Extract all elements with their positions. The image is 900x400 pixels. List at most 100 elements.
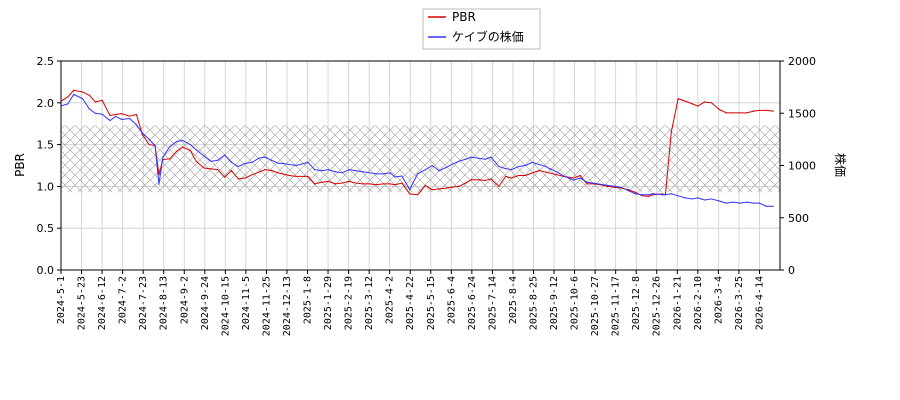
data-point-stock-price xyxy=(327,169,330,171)
data-point-stock-price xyxy=(416,173,419,175)
y-left-tick-label: 0.0 xyxy=(37,264,55,277)
y-left-axis-title: PBR xyxy=(13,153,27,177)
data-point-pbr xyxy=(355,182,357,184)
data-point-pbr xyxy=(230,169,233,172)
data-point-pbr xyxy=(538,169,540,172)
legend-label-pbr: PBR xyxy=(452,10,476,24)
data-point-stock-price xyxy=(288,163,290,166)
data-point-pbr xyxy=(641,195,643,197)
data-point-stock-price xyxy=(586,181,588,183)
data-point-pbr xyxy=(203,167,205,169)
data-point-stock-price xyxy=(281,162,283,165)
data-point-pbr xyxy=(327,180,330,182)
pbr-range-band xyxy=(61,125,780,193)
data-point-pbr xyxy=(389,183,391,185)
data-point-stock-price xyxy=(223,154,226,156)
data-point-pbr xyxy=(725,112,727,114)
data-point-stock-price xyxy=(362,171,364,173)
data-point-stock-price xyxy=(73,93,75,96)
legend-box xyxy=(422,8,541,50)
x-tick-label: 2026-3-25 xyxy=(734,276,745,330)
data-point-pbr xyxy=(288,174,290,177)
y-right-axis-title: 株価 xyxy=(833,153,848,177)
data-point-stock-price xyxy=(704,199,706,201)
data-point-pbr xyxy=(661,193,664,195)
data-point-stock-price xyxy=(661,194,664,196)
data-point-stock-price xyxy=(545,165,547,168)
data-point-pbr xyxy=(189,149,191,152)
data-point-pbr xyxy=(691,103,693,105)
x-tick-label: 2024-12-13 xyxy=(282,276,293,336)
data-point-stock-price xyxy=(641,194,643,196)
data-point-stock-price xyxy=(355,170,357,172)
x-tick-label: 2025-7-14 xyxy=(487,276,498,330)
x-tick-label: 2026-4-14 xyxy=(754,276,765,330)
data-point-pbr xyxy=(697,105,699,107)
y-right-tick-label: 500 xyxy=(788,212,809,225)
data-point-stock-price xyxy=(368,172,371,174)
data-point-pbr xyxy=(320,181,323,183)
data-point-stock-price xyxy=(627,189,629,192)
x-tick-label: 2025-6-24 xyxy=(467,276,478,330)
data-point-pbr xyxy=(73,89,75,91)
x-tick-label: 2025-9-12 xyxy=(549,276,560,330)
data-point-pbr xyxy=(67,96,69,98)
series-lines xyxy=(61,89,774,207)
data-point-pbr xyxy=(579,174,581,177)
data-point-pbr xyxy=(394,184,396,186)
data-point-stock-price xyxy=(158,183,160,185)
data-point-stock-price xyxy=(141,132,143,134)
data-point-pbr xyxy=(101,99,103,101)
data-point-stock-price xyxy=(691,198,693,200)
data-point-pbr xyxy=(375,184,378,186)
data-point-stock-price xyxy=(431,164,433,167)
data-point-stock-price xyxy=(607,184,609,186)
data-point-pbr xyxy=(765,109,767,111)
x-tick-label: 2024-6-12 xyxy=(97,276,108,330)
data-point-stock-price xyxy=(758,202,761,204)
x-tick-label: 2024-7-23 xyxy=(138,276,149,330)
data-point-stock-price xyxy=(230,161,233,163)
data-point-pbr xyxy=(704,101,706,103)
data-point-stock-price xyxy=(613,185,616,187)
x-tick-label: 2025-8-4 xyxy=(508,276,519,324)
data-point-stock-price xyxy=(451,163,453,166)
data-point-pbr xyxy=(341,182,343,184)
data-point-pbr xyxy=(175,150,178,152)
data-point-stock-price xyxy=(556,171,558,173)
data-point-pbr xyxy=(458,185,460,187)
data-point-stock-price xyxy=(531,161,533,163)
data-point-stock-price xyxy=(549,168,551,170)
data-point-stock-price xyxy=(375,173,378,175)
data-point-stock-price xyxy=(684,197,686,199)
data-point-pbr xyxy=(746,112,748,114)
data-point-stock-price xyxy=(295,164,297,167)
data-point-stock-price xyxy=(277,162,280,165)
y-right-tick-label: 2000 xyxy=(788,55,816,68)
data-point-stock-price xyxy=(752,202,755,204)
data-point-stock-price xyxy=(579,177,581,179)
data-point-stock-price xyxy=(237,165,239,168)
data-point-pbr xyxy=(109,114,111,116)
data-point-pbr xyxy=(549,172,551,174)
data-point-stock-price xyxy=(505,168,507,170)
data-point-stock-price xyxy=(189,144,191,146)
data-point-pbr xyxy=(464,182,467,184)
data-point-stock-price xyxy=(484,158,486,160)
data-point-pbr xyxy=(545,171,547,173)
data-point-pbr xyxy=(684,100,686,102)
data-point-pbr xyxy=(484,179,486,182)
data-point-stock-price xyxy=(524,164,526,167)
data-point-pbr xyxy=(88,94,91,96)
data-point-pbr xyxy=(505,175,507,177)
data-point-stock-price xyxy=(251,161,253,163)
data-point-pbr xyxy=(314,183,316,185)
data-point-pbr xyxy=(556,174,558,176)
data-point-pbr xyxy=(237,178,239,180)
data-point-stock-price xyxy=(670,193,672,195)
data-point-stock-price xyxy=(121,118,123,121)
y-left-tick-label: 2.0 xyxy=(37,97,55,110)
data-point-stock-price xyxy=(409,188,411,191)
data-point-pbr xyxy=(181,146,184,148)
data-point-stock-price xyxy=(94,112,96,114)
